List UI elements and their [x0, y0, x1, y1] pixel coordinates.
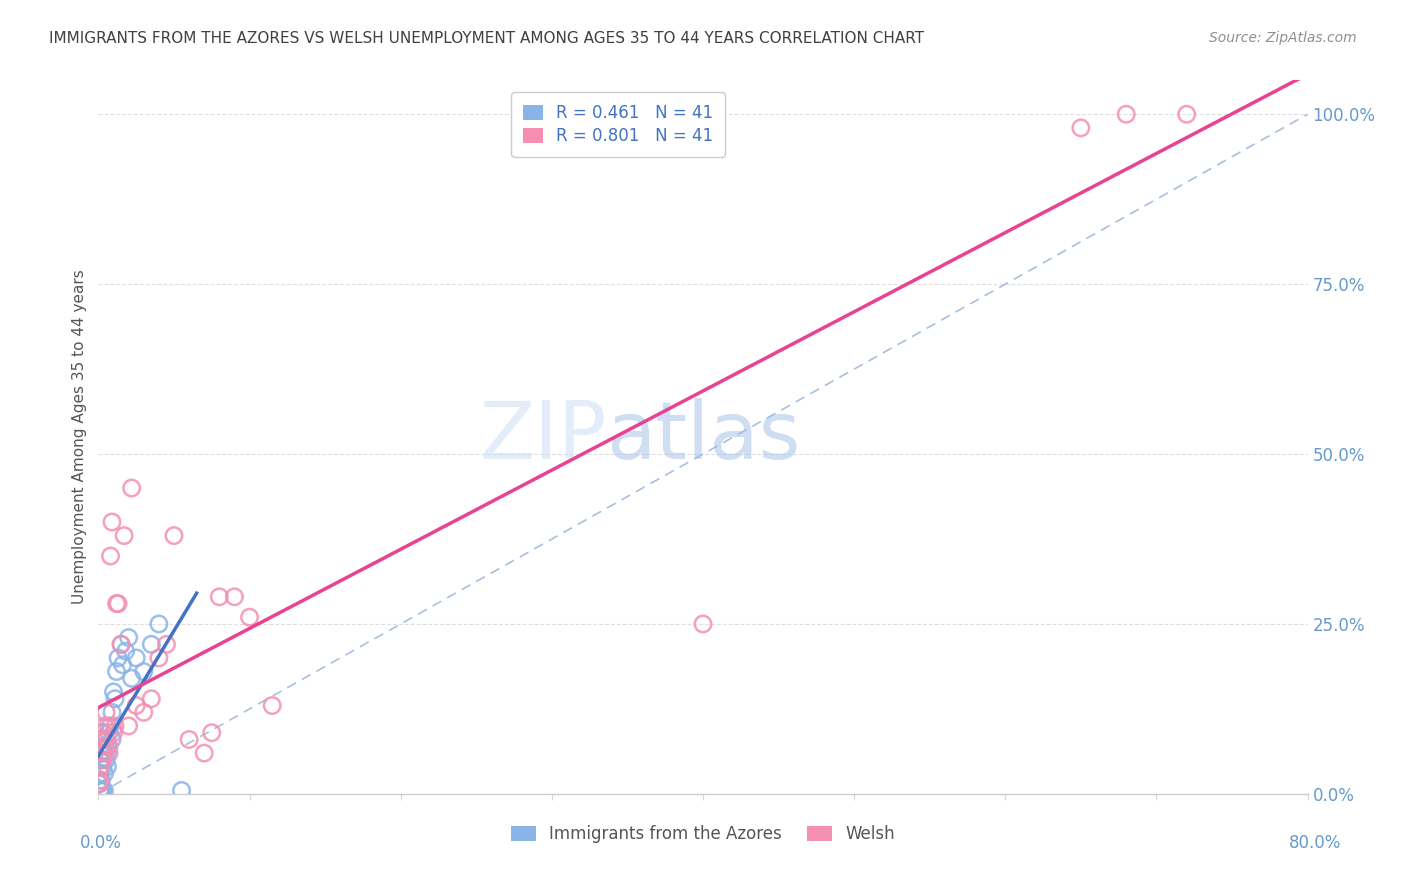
Immigrants from the Azores: [98, 746, 121, 760]
Welsh: [224, 590, 246, 604]
Immigrants from the Azores: [101, 732, 124, 747]
Welsh: [94, 732, 117, 747]
Welsh: [201, 725, 224, 739]
Immigrants from the Azores: [91, 783, 114, 797]
Immigrants from the Azores: [98, 725, 121, 739]
Immigrants from the Azores: [90, 783, 112, 797]
Welsh: [193, 746, 215, 760]
Immigrants from the Azores: [148, 617, 170, 632]
Text: Source: ZipAtlas.com: Source: ZipAtlas.com: [1209, 31, 1357, 45]
Welsh: [90, 732, 112, 747]
Immigrants from the Azores: [89, 783, 111, 797]
Welsh: [93, 719, 115, 733]
Welsh: [90, 746, 112, 760]
Y-axis label: Unemployment Among Ages 35 to 44 years: Unemployment Among Ages 35 to 44 years: [72, 269, 87, 605]
Welsh: [239, 610, 262, 624]
Welsh: [692, 617, 714, 632]
Legend: Immigrants from the Azores, Welsh: Immigrants from the Azores, Welsh: [505, 819, 901, 850]
Immigrants from the Azores: [111, 657, 134, 672]
Immigrants from the Azores: [96, 760, 118, 774]
Immigrants from the Azores: [96, 739, 118, 754]
Welsh: [163, 528, 186, 542]
Welsh: [125, 698, 148, 713]
Welsh: [141, 691, 163, 706]
Welsh: [118, 719, 141, 733]
Immigrants from the Azores: [121, 671, 143, 685]
Immigrants from the Azores: [90, 773, 112, 788]
Welsh: [148, 651, 170, 665]
Welsh: [89, 773, 111, 788]
Welsh: [103, 725, 125, 739]
Immigrants from the Azores: [90, 732, 112, 747]
Welsh: [1115, 107, 1137, 121]
Immigrants from the Azores: [90, 760, 112, 774]
Immigrants from the Azores: [103, 685, 125, 699]
Immigrants from the Azores: [170, 783, 193, 797]
Immigrants from the Azores: [91, 739, 114, 754]
Welsh: [105, 597, 128, 611]
Immigrants from the Azores: [118, 631, 141, 645]
Welsh: [107, 597, 129, 611]
Immigrants from the Azores: [91, 760, 114, 774]
Welsh: [104, 719, 127, 733]
Immigrants from the Azores: [89, 746, 111, 760]
Immigrants from the Azores: [91, 725, 114, 739]
Welsh: [1070, 120, 1092, 135]
Welsh: [91, 753, 114, 767]
Welsh: [132, 706, 155, 720]
Text: 80.0%: 80.0%: [1288, 834, 1341, 852]
Immigrants from the Azores: [90, 753, 112, 767]
Welsh: [96, 746, 118, 760]
Immigrants from the Azores: [132, 665, 155, 679]
Immigrants from the Azores: [90, 783, 112, 797]
Immigrants from the Azores: [101, 706, 124, 720]
Text: 0.0%: 0.0%: [80, 834, 122, 852]
Immigrants from the Azores: [94, 732, 117, 747]
Text: atlas: atlas: [606, 398, 800, 476]
Immigrants from the Azores: [125, 651, 148, 665]
Welsh: [121, 481, 143, 495]
Welsh: [100, 549, 122, 563]
Immigrants from the Azores: [93, 746, 115, 760]
Text: IMMIGRANTS FROM THE AZORES VS WELSH UNEMPLOYMENT AMONG AGES 35 TO 44 YEARS CORRE: IMMIGRANTS FROM THE AZORES VS WELSH UNEM…: [49, 31, 924, 46]
Immigrants from the Azores: [107, 651, 129, 665]
Welsh: [93, 739, 115, 754]
Immigrants from the Azores: [100, 719, 122, 733]
Immigrants from the Azores: [94, 753, 117, 767]
Welsh: [89, 760, 111, 774]
Welsh: [112, 528, 135, 542]
Welsh: [94, 706, 117, 720]
Welsh: [89, 777, 111, 791]
Immigrants from the Azores: [114, 644, 136, 658]
Welsh: [96, 719, 118, 733]
Welsh: [101, 515, 124, 529]
Welsh: [91, 725, 114, 739]
Immigrants from the Azores: [89, 783, 111, 797]
Welsh: [1175, 107, 1198, 121]
Welsh: [262, 698, 284, 713]
Immigrants from the Azores: [93, 783, 115, 797]
Immigrants from the Azores: [93, 766, 115, 780]
Text: ZIP: ZIP: [479, 398, 606, 476]
Immigrants from the Azores: [105, 665, 128, 679]
Welsh: [155, 637, 177, 651]
Immigrants from the Azores: [110, 637, 132, 651]
Immigrants from the Azores: [89, 777, 111, 791]
Immigrants from the Azores: [104, 691, 127, 706]
Welsh: [208, 590, 231, 604]
Welsh: [179, 732, 201, 747]
Immigrants from the Azores: [141, 637, 163, 651]
Welsh: [110, 637, 132, 651]
Immigrants from the Azores: [89, 766, 111, 780]
Welsh: [98, 739, 121, 754]
